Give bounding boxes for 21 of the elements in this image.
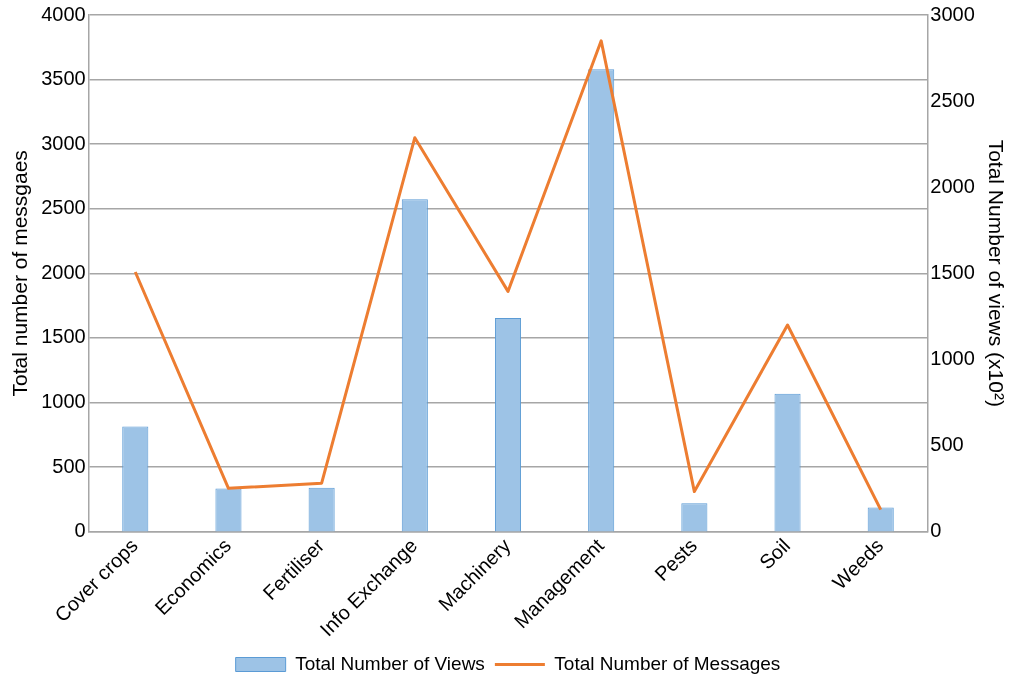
y-tick-label: 4000 — [41, 2, 86, 25]
y-tick-label: 2500 — [41, 196, 86, 219]
y2-tick-label: 0 — [930, 519, 942, 542]
y2-tick-label: 2500 — [930, 88, 975, 111]
y-tick-label: 1500 — [41, 325, 86, 348]
y2-tick-label: 1000 — [930, 346, 975, 369]
y-tick-label: 0 — [74, 519, 86, 542]
legend-label: Total Number of Messages — [554, 652, 781, 674]
legend-label: Total Number of Views — [295, 652, 485, 674]
y-tick-label: 3000 — [41, 131, 86, 154]
y2-axis-title: Total Number of views (x10²) — [984, 139, 1008, 407]
y-tick-label: 3500 — [41, 67, 86, 90]
y-tick-label: 1000 — [41, 389, 86, 412]
y2-tick-label: 1500 — [930, 260, 975, 283]
x-tick-label: Soil — [755, 534, 795, 574]
y2-tick-label: 2000 — [930, 174, 975, 197]
y2-tick-label: 3000 — [930, 2, 975, 25]
y-tick-label: 2000 — [41, 260, 86, 283]
y-axis-title: Total number of messgaes — [8, 150, 32, 397]
y-tick-label: 500 — [52, 454, 86, 477]
y2-tick-label: 500 — [930, 433, 964, 456]
